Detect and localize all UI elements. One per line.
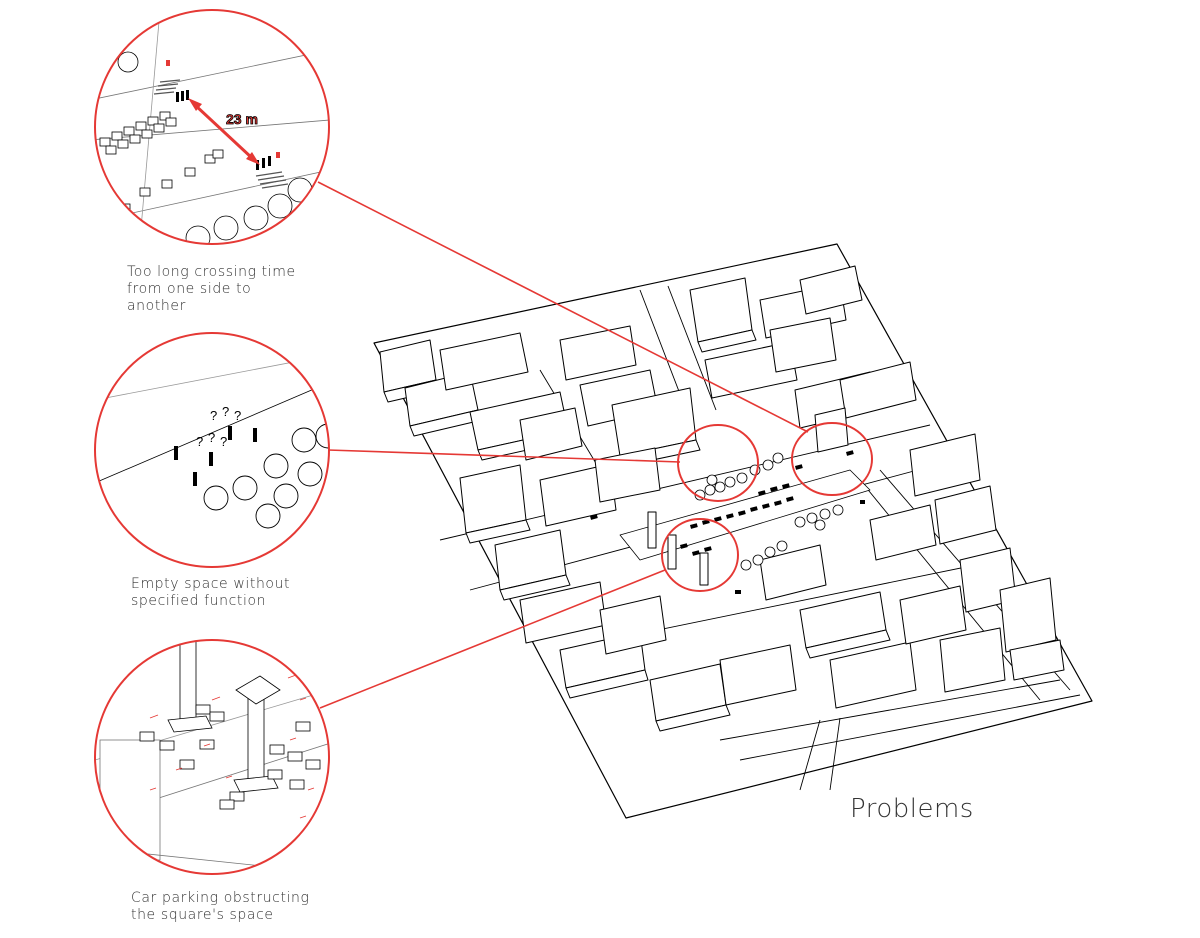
- highlight-empty-space: [677, 424, 759, 502]
- caption-empty-space-line-2: specified function: [131, 593, 267, 609]
- leader-crossing: [317, 181, 809, 433]
- svg-text:?: ?: [208, 430, 215, 445]
- caption-crossing-line-2: from one side to another: [127, 281, 252, 314]
- callout-crossing: 23 m: [94, 9, 330, 245]
- svg-text:?: ?: [210, 408, 217, 423]
- svg-text:?: ?: [196, 434, 203, 449]
- caption-crossing: Too long crossing time from one side to …: [127, 264, 299, 315]
- highlight-crossing: [791, 422, 873, 496]
- city-map: [373, 243, 1093, 819]
- caption-empty-space: Empty space without specified function: [131, 576, 301, 610]
- caption-car-parking-line-2: the square's space: [131, 907, 274, 923]
- distance-label: 23 m: [226, 111, 258, 127]
- caption-empty-space-line-1: Empty space without: [131, 576, 291, 592]
- buildings: [379, 265, 1065, 732]
- leader-empty-space: [327, 449, 681, 463]
- caption-car-parking: Car parking obstructing the square's spa…: [131, 890, 311, 924]
- square: [619, 469, 871, 561]
- callout-car-parking: [94, 639, 330, 875]
- page-title: Problems: [850, 794, 974, 824]
- question-marks: ? ? ? ? ? ?: [196, 404, 241, 449]
- highlight-parking: [661, 518, 739, 592]
- svg-text:?: ?: [222, 404, 229, 419]
- trees: [694, 452, 844, 571]
- leader-parking: [319, 569, 666, 709]
- caption-crossing-line-1: Too long crossing time: [127, 264, 296, 280]
- leader-lines: [317, 181, 809, 709]
- caption-car-parking-line-1: Car parking obstructing: [131, 890, 310, 906]
- svg-text:?: ?: [220, 434, 227, 449]
- callout-empty-space: ? ? ? ? ? ?: [94, 332, 330, 568]
- columns: [647, 511, 709, 586]
- svg-text:?: ?: [234, 408, 241, 423]
- map-highlights: [661, 422, 873, 592]
- parked-cars: [590, 450, 865, 594]
